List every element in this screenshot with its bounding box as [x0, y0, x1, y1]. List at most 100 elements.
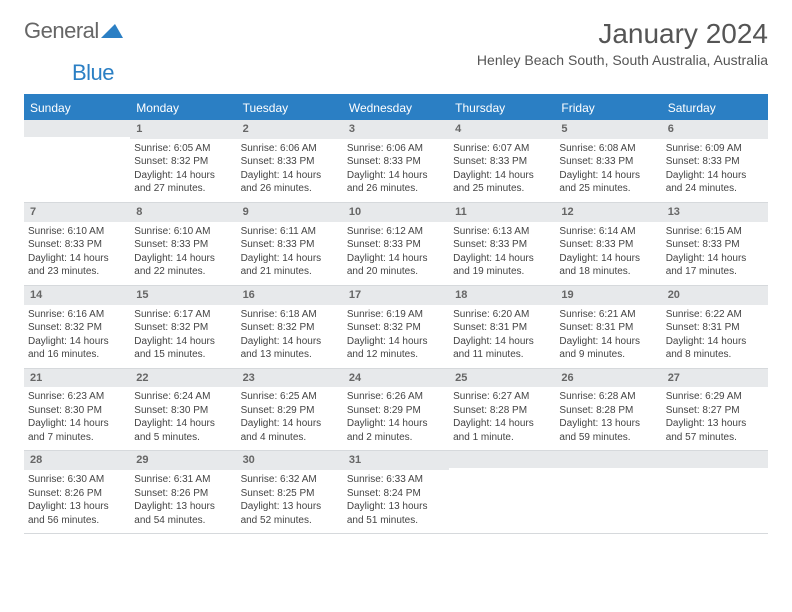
day-number: [449, 451, 555, 468]
day-number: 7: [24, 203, 130, 222]
day-number: 27: [662, 369, 768, 388]
sunset-text: Sunset: 8:28 PM: [453, 404, 551, 418]
sunset-text: Sunset: 8:33 PM: [347, 155, 445, 169]
calendar-day-empty: [449, 451, 555, 533]
calendar-day: 6 Sunrise: 6:09 AMSunset: 8:33 PMDaylight…: [662, 120, 768, 202]
calendar-day: 16 Sunrise: 6:18 AMSunset: 8:32 PMDayligh…: [237, 286, 343, 368]
dow-label: Saturday: [662, 96, 768, 120]
sunrise-text: Sunrise: 6:05 AM: [134, 142, 232, 156]
sunrise-text: Sunrise: 6:26 AM: [347, 390, 445, 404]
calendar-day: 4Sunrise: 6:07 AMSunset: 8:33 PMDaylight…: [449, 120, 555, 202]
day-number: 20: [662, 286, 768, 305]
calendar-week: 28Sunrise: 6:30 AMSunset: 8:26 PMDayligh…: [24, 451, 768, 534]
sunset-text: Sunset: 8:33 PM: [134, 238, 232, 252]
sunset-text: Sunset: 8:32 PM: [241, 321, 339, 335]
daylight-text: Daylight: 14 hours and 20 minutes.: [347, 252, 445, 279]
calendar-day: 25Sunrise: 6:27 AMSunset: 8:28 PMDayligh…: [449, 369, 555, 451]
day-number: [24, 120, 130, 137]
sunset-text: Sunset: 8:32 PM: [134, 155, 232, 169]
sunset-text: Sunset: 8:33 PM: [666, 155, 764, 169]
daylight-text: Daylight: 14 hours and 16 minutes.: [28, 335, 126, 362]
calendar-week: 1Sunrise: 6:05 AMSunset: 8:32 PMDaylight…: [24, 120, 768, 203]
calendar-week: 21Sunrise: 6:23 AMSunset: 8:30 PMDayligh…: [24, 369, 768, 452]
day-number: 21: [24, 369, 130, 388]
sunset-text: Sunset: 8:24 PM: [347, 487, 445, 501]
sunrise-text: Sunrise: 6:17 AM: [134, 308, 232, 322]
sunrise-text: Sunrise: 6:10 AM: [134, 225, 232, 239]
day-number: 15: [130, 286, 236, 305]
sunset-text: Sunset: 8:33 PM: [241, 238, 339, 252]
sunset-text: Sunset: 8:26 PM: [134, 487, 232, 501]
brand-name-2: Blue: [72, 60, 114, 85]
calendar-day: 11Sunrise: 6:13 AMSunset: 8:33 PMDayligh…: [449, 203, 555, 285]
dow-label: Wednesday: [343, 96, 449, 120]
day-number: 16: [237, 286, 343, 305]
calendar-day: 31Sunrise: 6:33 AMSunset: 8:24 PMDayligh…: [343, 451, 449, 533]
daylight-text: Daylight: 14 hours and 1 minute.: [453, 417, 551, 444]
day-number: 10: [343, 203, 449, 222]
daylight-text: Daylight: 14 hours and 23 minutes.: [28, 252, 126, 279]
calendar-day: 12Sunrise: 6:14 AMSunset: 8:33 PMDayligh…: [555, 203, 661, 285]
daylight-text: Daylight: 14 hours and 21 minutes.: [241, 252, 339, 279]
sunset-text: Sunset: 8:25 PM: [241, 487, 339, 501]
day-number: 11: [449, 203, 555, 222]
dow-label: Sunday: [24, 96, 130, 120]
daylight-text: Daylight: 13 hours and 51 minutes.: [347, 500, 445, 527]
day-number: 23: [237, 369, 343, 388]
day-number: 12: [555, 203, 661, 222]
day-number: 5: [555, 120, 661, 139]
day-number: 26: [555, 369, 661, 388]
sunset-text: Sunset: 8:30 PM: [28, 404, 126, 418]
sunset-text: Sunset: 8:32 PM: [347, 321, 445, 335]
daylight-text: Daylight: 14 hours and 5 minutes.: [134, 417, 232, 444]
calendar-day: 19Sunrise: 6:21 AMSunset: 8:31 PMDayligh…: [555, 286, 661, 368]
sunset-text: Sunset: 8:31 PM: [453, 321, 551, 335]
sunset-text: Sunset: 8:32 PM: [28, 321, 126, 335]
daylight-text: Daylight: 14 hours and 26 minutes.: [347, 169, 445, 196]
sunrise-text: Sunrise: 6:27 AM: [453, 390, 551, 404]
calendar-day: 3Sunrise: 6:06 AMSunset: 8:33 PMDaylight…: [343, 120, 449, 202]
calendar-day: 29 Sunrise: 6:31 AMSunset: 8:26 PMDayligh…: [130, 451, 236, 533]
calendar-day: 14Sunrise: 6:16 AMSunset: 8:32 PMDayligh…: [24, 286, 130, 368]
daylight-text: Daylight: 13 hours and 52 minutes.: [241, 500, 339, 527]
sunset-text: Sunset: 8:26 PM: [28, 487, 126, 501]
daylight-text: Daylight: 14 hours and 26 minutes.: [241, 169, 339, 196]
sunset-text: Sunset: 8:27 PM: [666, 404, 764, 418]
sunrise-text: Sunrise: 6:13 AM: [453, 225, 551, 239]
calendar-day: 8Sunrise: 6:10 AMSunset: 8:33 PMDaylight…: [130, 203, 236, 285]
sunset-text: Sunset: 8:32 PM: [134, 321, 232, 335]
sunset-text: Sunset: 8:29 PM: [241, 404, 339, 418]
sunrise-text: Sunrise: 6:29 AM: [666, 390, 764, 404]
calendar-day: 1Sunrise: 6:05 AMSunset: 8:32 PMDaylight…: [130, 120, 236, 202]
calendar-day-empty: [555, 451, 661, 533]
sunrise-text: Sunrise: 6:31 AM: [134, 473, 232, 487]
daylight-text: Daylight: 14 hours and 25 minutes.: [453, 169, 551, 196]
daylight-text: Daylight: 13 hours and 59 minutes.: [559, 417, 657, 444]
daylight-text: Daylight: 14 hours and 18 minutes.: [559, 252, 657, 279]
calendar-day: 9Sunrise: 6:11 AMSunset: 8:33 PMDaylight…: [237, 203, 343, 285]
sunrise-text: Sunrise: 6:16 AM: [28, 308, 126, 322]
daylight-text: Daylight: 13 hours and 54 minutes.: [134, 500, 232, 527]
sunset-text: Sunset: 8:33 PM: [559, 238, 657, 252]
daylight-text: Daylight: 14 hours and 27 minutes.: [134, 169, 232, 196]
day-number: 6: [662, 120, 768, 139]
daylight-text: Daylight: 14 hours and 13 minutes.: [241, 335, 339, 362]
calendar-day: 10Sunrise: 6:12 AMSunset: 8:33 PMDayligh…: [343, 203, 449, 285]
calendar-day: 24Sunrise: 6:26 AMSunset: 8:29 PMDayligh…: [343, 369, 449, 451]
sunrise-text: Sunrise: 6:21 AM: [559, 308, 657, 322]
sunrise-text: Sunrise: 6:28 AM: [559, 390, 657, 404]
sunrise-text: Sunrise: 6:09 AM: [666, 142, 764, 156]
sunrise-text: Sunrise: 6:33 AM: [347, 473, 445, 487]
daylight-text: Daylight: 13 hours and 57 minutes.: [666, 417, 764, 444]
daylight-text: Daylight: 14 hours and 7 minutes.: [28, 417, 126, 444]
sunrise-text: Sunrise: 6:20 AM: [453, 308, 551, 322]
sunrise-text: Sunrise: 6:18 AM: [241, 308, 339, 322]
daylight-text: Daylight: 14 hours and 24 minutes.: [666, 169, 764, 196]
brand-name-1: General: [24, 18, 99, 44]
daylight-text: Daylight: 14 hours and 8 minutes.: [666, 335, 764, 362]
sunrise-text: Sunrise: 6:12 AM: [347, 225, 445, 239]
sunrise-text: Sunrise: 6:25 AM: [241, 390, 339, 404]
calendar-day: 17Sunrise: 6:19 AMSunset: 8:32 PMDayligh…: [343, 286, 449, 368]
sunrise-text: Sunrise: 6:23 AM: [28, 390, 126, 404]
day-number: 29: [130, 451, 236, 470]
